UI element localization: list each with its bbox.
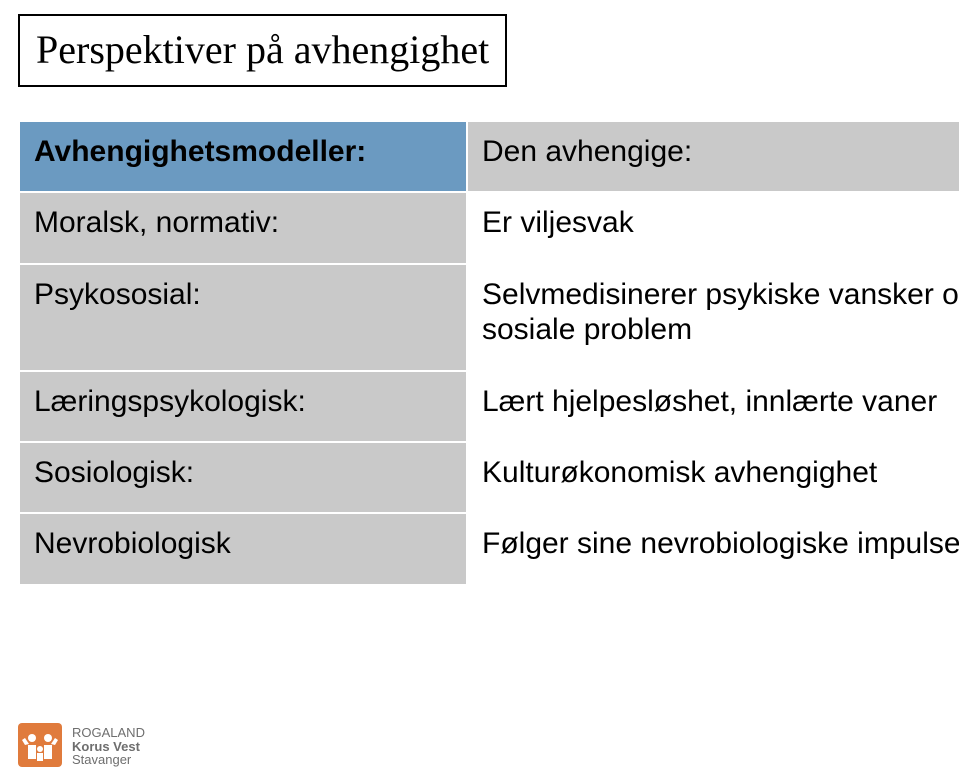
header-dependent: Den avhengige:	[467, 121, 959, 192]
logo-line3: Stavanger	[72, 753, 145, 767]
table-row: Psykososial: Selvmedisinerer psykiske va…	[19, 264, 959, 371]
logo-line2: Korus Vest	[72, 740, 145, 754]
header-models: Avhengighetsmodeller:	[19, 121, 467, 192]
table-row: Moralsk, normativ: Er viljesvak	[19, 192, 959, 263]
footer-logo: ROGALAND Korus Vest Stavanger	[18, 723, 145, 767]
row-label: Nevrobiologisk	[19, 513, 467, 584]
row-value: Er viljesvak	[467, 192, 959, 263]
row-value: Følger sine nevrobiologiske impulser	[467, 513, 959, 584]
row-label: Sosiologisk:	[19, 442, 467, 513]
row-value: Kulturøkonomisk avhengighet	[467, 442, 959, 513]
slide: Perspektiver på avhengighet Avhengighets…	[0, 0, 959, 781]
row-label: Læringspsykologisk:	[19, 371, 467, 442]
people-icon	[22, 727, 58, 763]
logo-line1: ROGALAND	[72, 726, 145, 740]
row-label: Moralsk, normativ:	[19, 192, 467, 263]
logo-mark-icon	[18, 723, 62, 767]
table-header-row: Avhengighetsmodeller: Den avhengige:	[19, 121, 959, 192]
table-row: Læringspsykologisk: Lært hjelpesløshet, …	[19, 371, 959, 442]
logo-text: ROGALAND Korus Vest Stavanger	[72, 726, 145, 767]
row-label: Psykososial:	[19, 264, 467, 371]
table-row: Sosiologisk: Kulturøkonomisk avhengighet	[19, 442, 959, 513]
title-box: Perspektiver på avhengighet	[18, 14, 507, 87]
table-row: Nevrobiologisk Følger sine nevrobiologis…	[19, 513, 959, 584]
row-value: Lært hjelpesløshet, innlærte vaner	[467, 371, 959, 442]
models-table: Avhengighetsmodeller: Den avhengige: Mor…	[18, 120, 959, 586]
page-title: Perspektiver på avhengighet	[36, 27, 489, 72]
row-value: Selvmedisinerer psykiske vansker og sosi…	[467, 264, 959, 371]
